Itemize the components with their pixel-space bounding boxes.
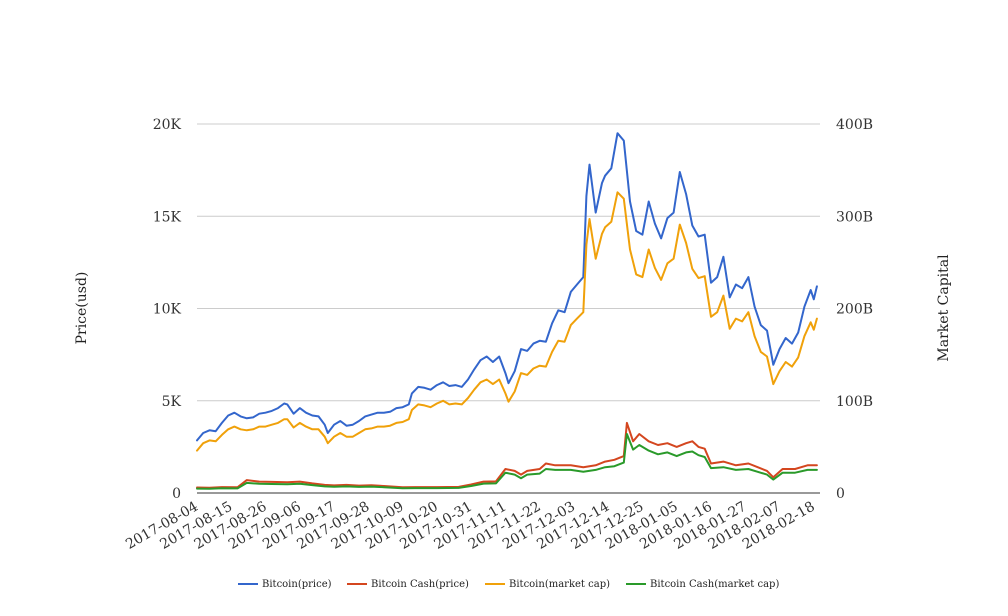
y-tick-label: 10K [153,302,182,318]
y2-tick-label: 300B [836,209,873,225]
y-tick-label: 0 [172,486,181,502]
legend: Bitcoin(price) Bitcoin Cash(price) Bitcoin… [238,579,779,590]
legend-label: Bitcoin Cash(price) [371,579,469,590]
legend-item[interactable]: Bitcoin(price) [238,579,332,590]
y2-tick-label: 400B [836,117,873,133]
y2-axis-title: Market Capital [936,254,952,362]
legend-label: Bitcoin Cash(market cap) [650,579,779,590]
y-tick-label: 5K [162,394,182,410]
grid [197,123,820,494]
y-axis-right: 0 100B 200B 300B 400B [836,117,873,502]
series-group [196,132,818,490]
y2-tick-label: 200B [836,302,873,318]
x-axis: 2017-08-042017-08-152017-08-262017-09-06… [123,499,818,553]
series-line-bitcoin-market-cap [196,191,818,452]
y2-tick-label: 0 [836,486,845,502]
legend-label: Bitcoin(price) [262,579,332,590]
y-axis-left: 0 5K 10K 15K 20K [153,117,182,502]
series-line-bitcoin-cash-price [196,421,818,489]
y-tick-label: 15K [153,209,182,225]
series-line-bitcoin-price [196,132,818,442]
y2-tick-label: 100B [836,394,873,410]
legend-item[interactable]: Bitcoin Cash(market cap) [626,579,779,590]
legend-item[interactable]: Bitcoin(market cap) [485,579,610,590]
legend-label: Bitcoin(market cap) [509,579,610,590]
series-line-bitcoin-cash-market-cap [196,433,818,490]
y-axis-title: Price(usd) [74,272,90,345]
y-tick-label: 20K [153,117,182,133]
legend-item[interactable]: Bitcoin Cash(price) [347,579,469,590]
